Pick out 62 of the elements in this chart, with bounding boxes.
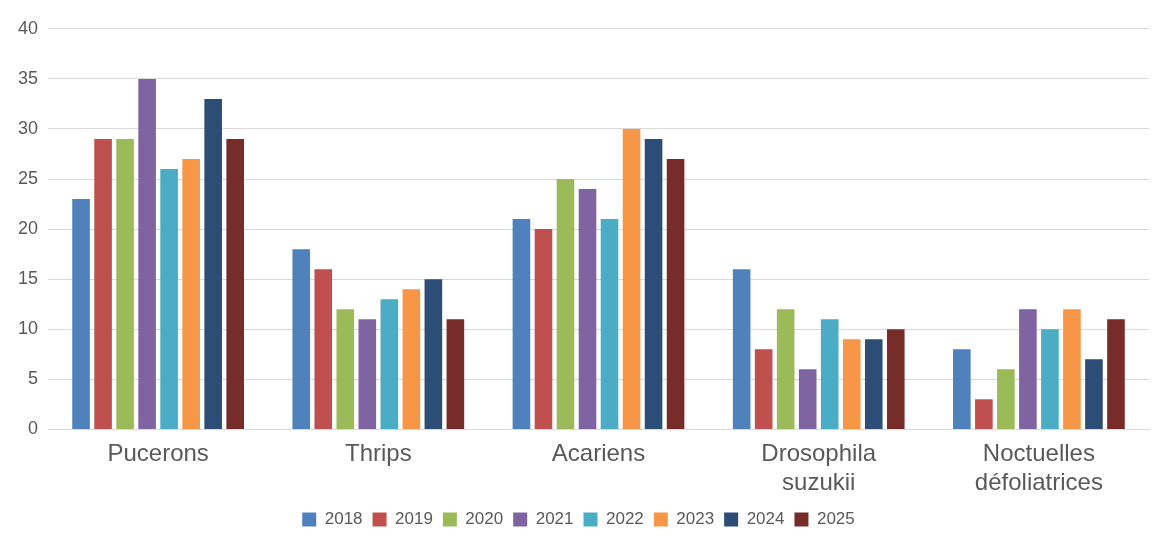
y-tick-label: 0: [28, 418, 39, 439]
bar: [732, 269, 751, 429]
bar: [160, 169, 178, 429]
bar: [1063, 309, 1081, 429]
y-tick-label: 40: [17, 17, 39, 38]
x-tick-label: Thrips: [344, 439, 412, 467]
y-tick-label: 10: [17, 318, 39, 339]
bar: [975, 399, 993, 429]
bar: [1019, 309, 1037, 429]
bar: [600, 219, 619, 429]
legend-label: 2021: [535, 509, 574, 529]
x-tick-label: Noctuelles défoliatrices: [974, 439, 1103, 496]
bar: [226, 138, 244, 429]
legend-label: 2025: [816, 509, 855, 529]
legend-label: 2019: [395, 509, 433, 529]
bar: [842, 339, 861, 429]
bar: [886, 329, 905, 429]
bar: [292, 249, 311, 429]
x-tick-label: Acariens: [551, 439, 646, 467]
bar: [72, 199, 90, 429]
bar: [182, 159, 200, 429]
bar: [820, 319, 839, 429]
bar: [138, 78, 156, 429]
bar: [534, 229, 553, 429]
bar: [578, 189, 597, 429]
legend-label: 2023: [676, 509, 715, 529]
x-tick-label: Drosophila suzukii: [761, 439, 877, 496]
bar: [358, 319, 377, 429]
bar: [446, 319, 465, 429]
bar: [776, 309, 795, 429]
bar: [666, 159, 685, 429]
bar: [556, 179, 575, 429]
bar: [1085, 359, 1103, 429]
x-tick-label: Pucerons: [107, 439, 209, 467]
bar: [94, 138, 112, 429]
bar: [380, 299, 399, 429]
y-tick-label: 35: [17, 67, 39, 88]
bar: [336, 309, 355, 429]
y-tick-label: 30: [17, 117, 39, 138]
legend-label: 2024: [746, 509, 785, 529]
bar: [997, 369, 1015, 429]
y-tick-label: 25: [17, 167, 39, 188]
bar: [116, 138, 134, 429]
bar: [314, 269, 333, 429]
y-tick-label: 15: [17, 268, 39, 289]
bar: [798, 369, 817, 429]
bar: [204, 98, 222, 429]
bar: [1107, 319, 1125, 429]
bar: [424, 279, 443, 429]
y-tick-label: 20: [17, 218, 39, 239]
bar: [402, 289, 421, 429]
bar: [1041, 329, 1059, 429]
y-tick-label: 5: [28, 368, 39, 389]
legend-label: 2022: [606, 509, 644, 529]
legend-label: 2020: [465, 509, 504, 529]
bar: [864, 339, 883, 429]
bar: [622, 128, 641, 429]
bar: [754, 349, 773, 429]
bar: [644, 138, 663, 429]
bar: [953, 349, 971, 429]
legend-label: 2018: [324, 509, 363, 529]
bar: [512, 219, 531, 429]
